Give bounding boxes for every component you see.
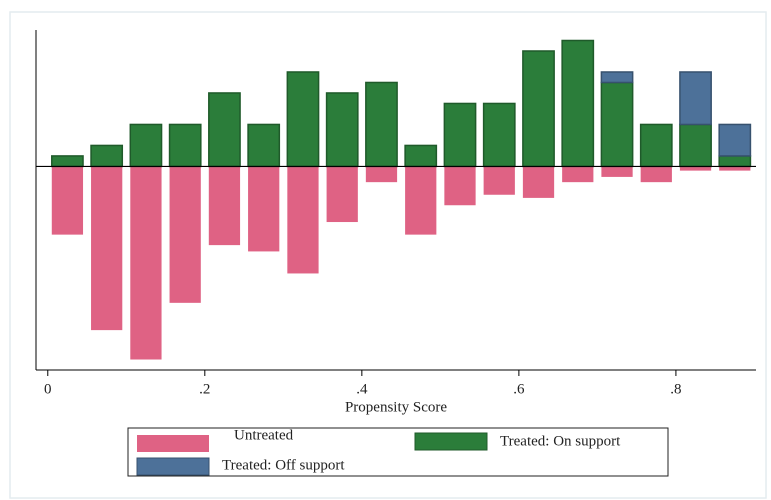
bar (679, 166, 712, 171)
bar (562, 166, 594, 183)
legend-label: Treated: On support (500, 433, 621, 449)
bar (561, 39, 595, 168)
bar (719, 166, 751, 171)
bar (248, 166, 280, 252)
bar (287, 166, 319, 274)
x-axis-label: Propensity Score (345, 399, 447, 415)
bar (365, 166, 398, 183)
bar (325, 92, 359, 168)
legend-label: Untreated (234, 427, 294, 443)
bar (404, 144, 438, 168)
bar (129, 123, 163, 168)
x-tick-label: .2 (199, 381, 210, 397)
bar (522, 50, 555, 168)
bar (168, 123, 202, 168)
bar (208, 166, 241, 246)
bar (208, 92, 241, 168)
bar (91, 166, 123, 331)
bar (365, 81, 398, 168)
bar (326, 166, 358, 223)
bar (600, 81, 634, 168)
legend (127, 427, 669, 477)
bar (247, 123, 281, 168)
bar (169, 166, 201, 303)
bar (679, 71, 712, 126)
bar (51, 155, 84, 168)
legend-swatch (414, 432, 488, 451)
x-tick-label: 0 (44, 381, 52, 397)
bar (679, 123, 712, 168)
x-tick-label: .8 (670, 381, 681, 397)
bar (90, 144, 124, 168)
bar (640, 166, 672, 183)
bar (405, 166, 437, 235)
legend-label: Treated: Off support (222, 457, 345, 473)
bar (130, 166, 162, 360)
bar (443, 102, 477, 168)
legend-swatch (137, 435, 209, 452)
bar (483, 166, 515, 195)
bar (601, 166, 633, 177)
bar (718, 123, 752, 157)
x-tick-label: .4 (356, 381, 368, 397)
bar (51, 166, 84, 235)
bar (522, 166, 555, 198)
bar (639, 123, 673, 168)
legend-swatch (136, 457, 210, 476)
bar (718, 155, 752, 168)
bar (286, 71, 320, 168)
bar (444, 166, 476, 206)
x-tick-label: .6 (513, 381, 525, 397)
bar (482, 102, 516, 168)
bar (600, 71, 634, 84)
